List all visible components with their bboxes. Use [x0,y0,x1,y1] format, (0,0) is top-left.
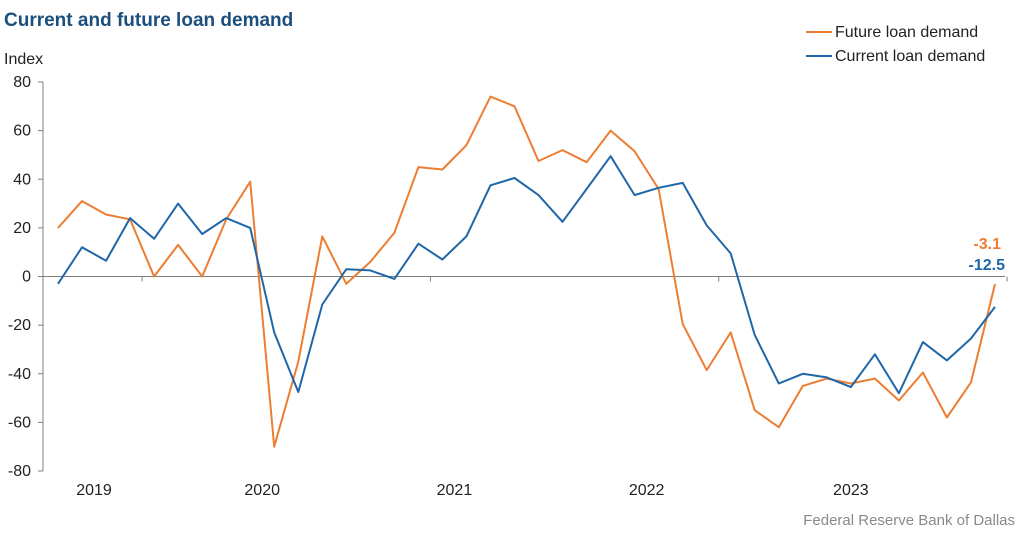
legend-label-current: Current loan demand [835,48,985,65]
y-tick-label: -40 [8,366,31,383]
y-tick-label: -20 [8,317,31,334]
y-tick-label: 80 [13,74,31,91]
legend-label-future: Future loan demand [835,24,978,41]
x-tick-label: 2019 [76,482,112,499]
y-tick-label: 60 [13,123,31,140]
current-end-label: -12.5 [969,257,1006,274]
y-tick-label: 40 [13,171,31,188]
axes: 80 60 40 20 0 -20 -40 -60 -80 2019 2020 2021 2022 202… [8,74,1008,499]
current-loan-demand-line [57,155,996,395]
legend: Future loan demand Current loan demand [806,24,985,65]
series-lines [57,95,996,448]
future-loan-demand-line [57,95,996,448]
future-end-label: -3.1 [973,236,1001,253]
x-tick-label: 2023 [833,482,869,499]
y-axis-label: Index [4,51,43,68]
source-note: Federal Reserve Bank of Dallas [803,512,1015,529]
end-labels: -3.1 -12.5 [969,236,1006,274]
y-tick-label: 20 [13,220,31,237]
y-tick-label: 0 [22,269,31,286]
chart-title: Current and future loan demand [4,10,293,31]
y-tick-label: -80 [8,463,31,480]
x-tick-label: 2021 [437,482,473,499]
y-tick-label: -60 [8,414,31,431]
x-tick-label: 2022 [629,482,665,499]
x-tick-label: 2020 [244,482,280,499]
